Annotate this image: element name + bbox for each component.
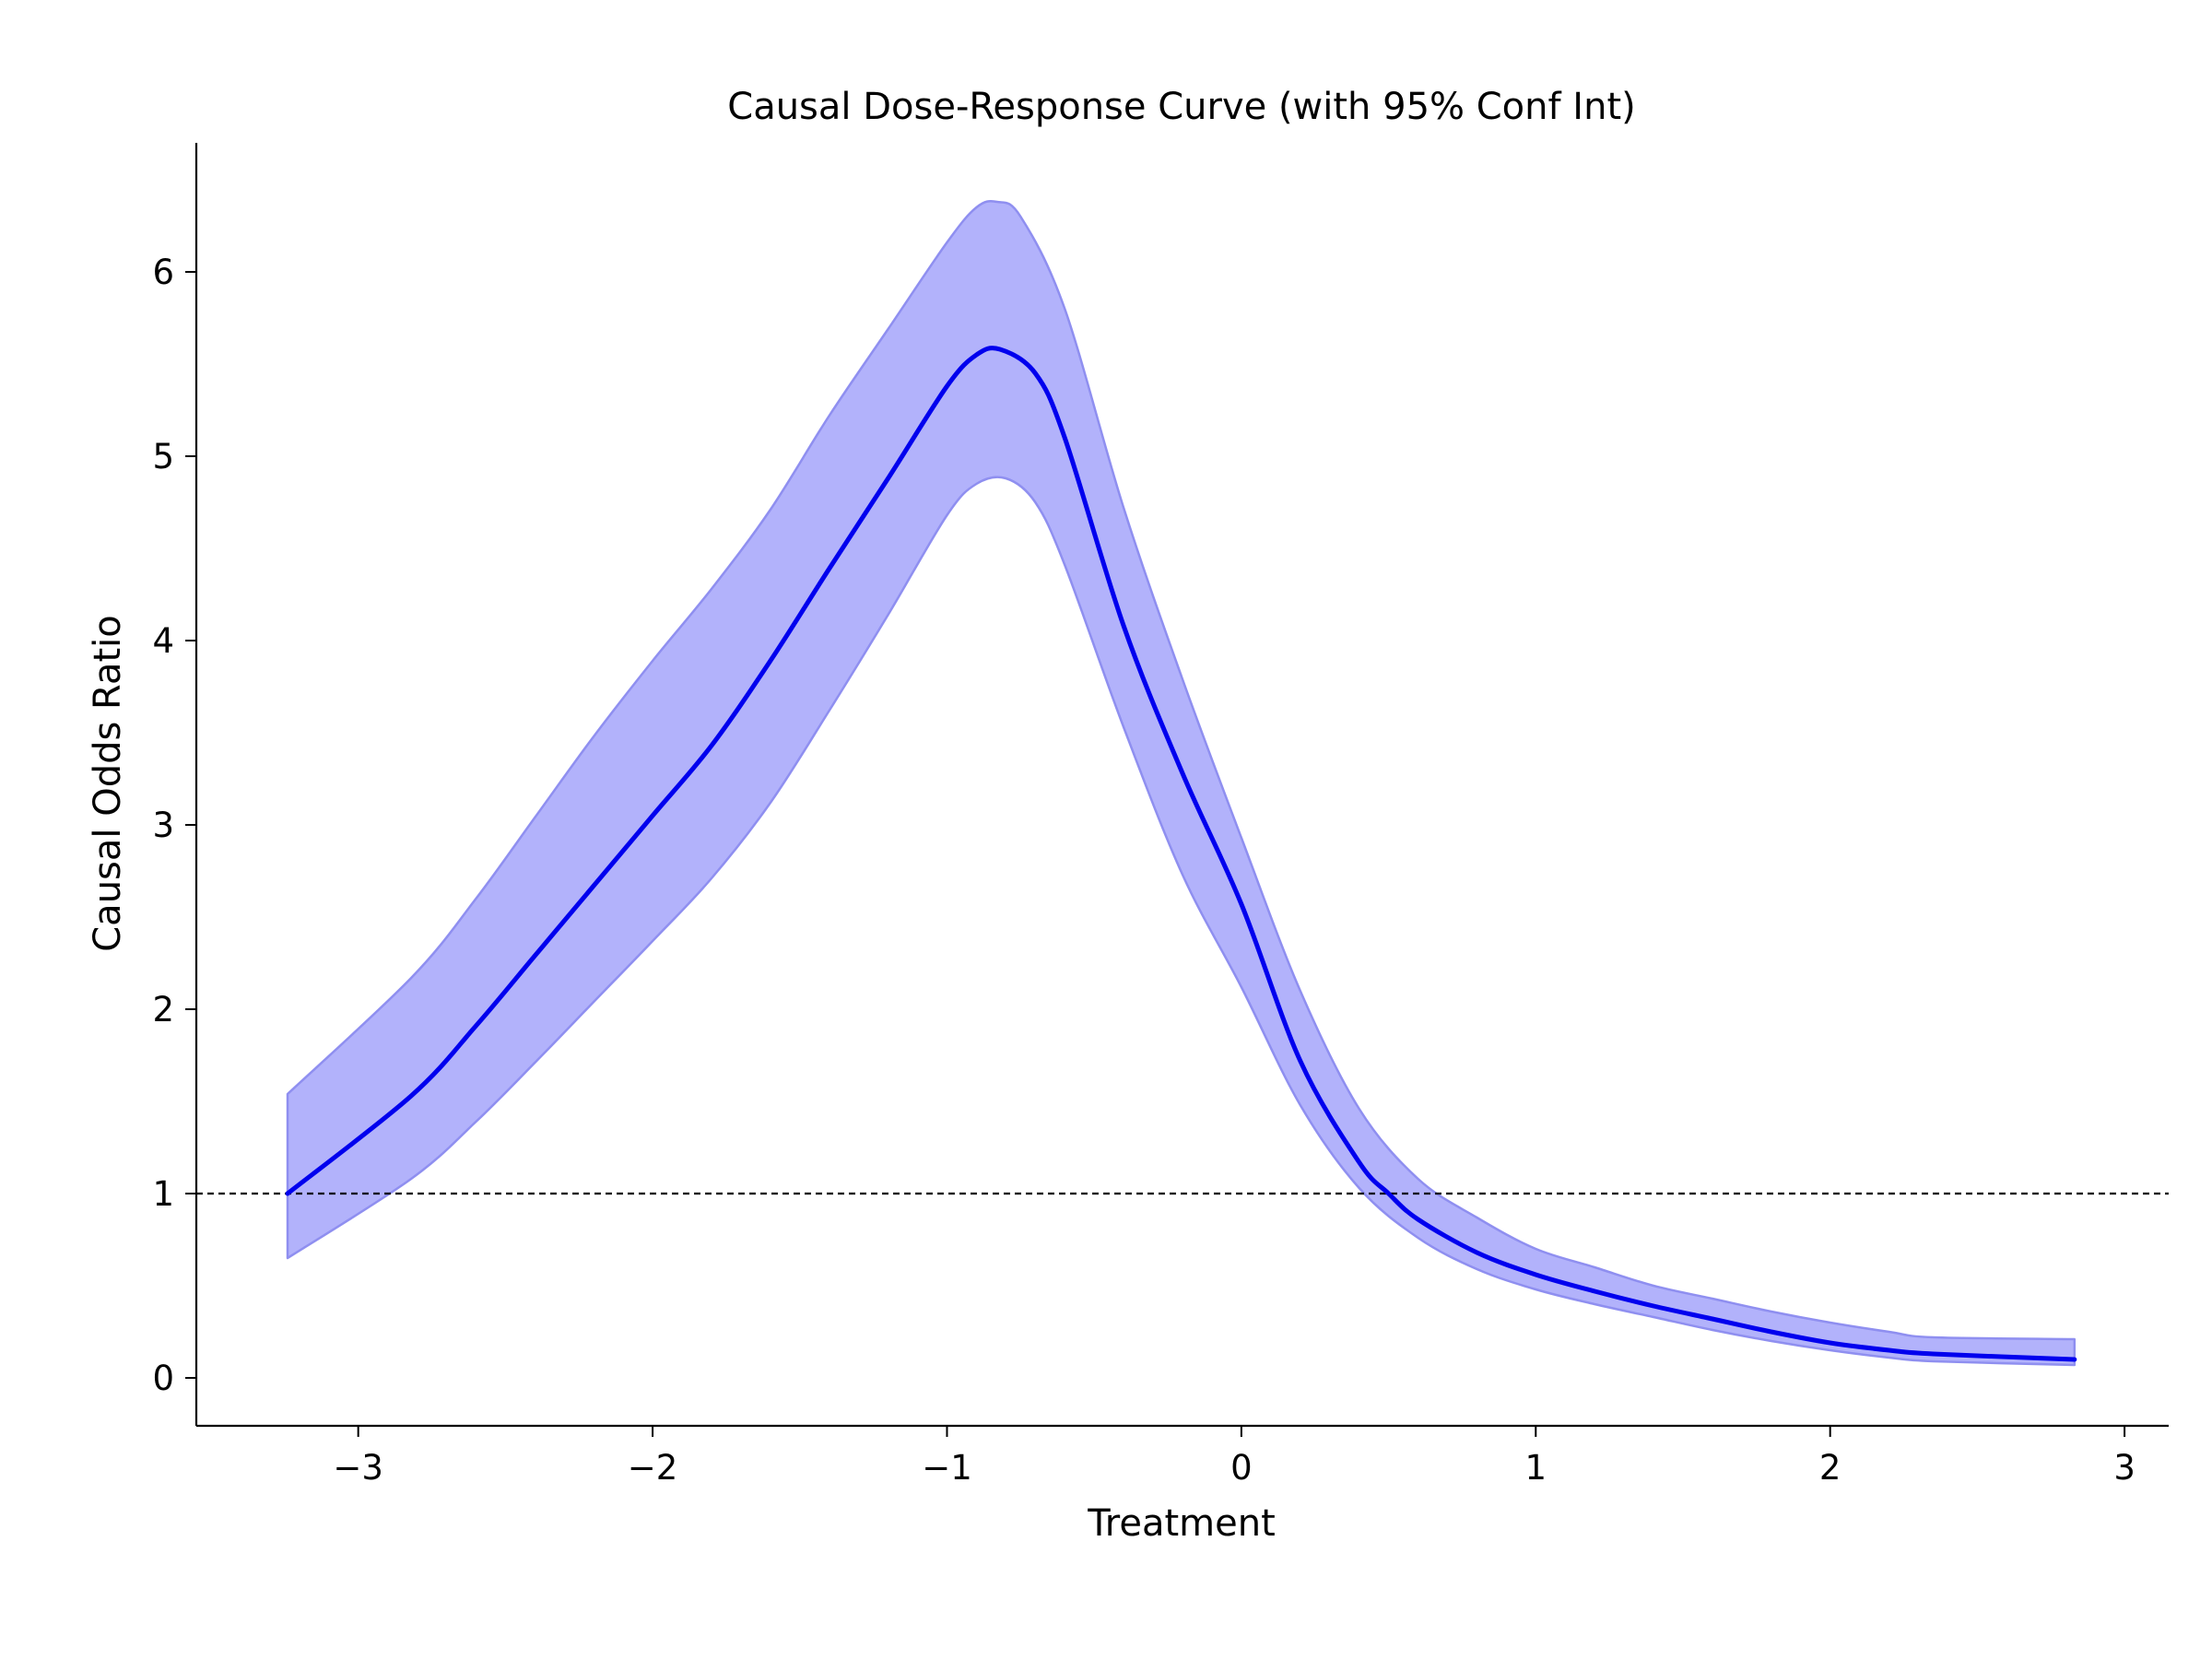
y-tick-label: 1 <box>152 1174 174 1214</box>
y-tick-label: 3 <box>152 806 174 845</box>
x-tick-label: 0 <box>1230 1448 1253 1488</box>
x-axis-label: Treatment <box>1087 1502 1276 1545</box>
x-tick-label: −2 <box>628 1448 678 1488</box>
x-tick-label: −1 <box>922 1448 972 1488</box>
y-tick-label: 0 <box>152 1359 174 1398</box>
x-tick-label: 3 <box>2113 1448 2136 1488</box>
confidence-band <box>286 199 2077 1367</box>
y-tick-label: 5 <box>152 437 174 477</box>
x-tick-label: −3 <box>333 1448 383 1488</box>
y-axis-label: Causal Odds Ratio <box>87 615 129 952</box>
y-tick-label: 2 <box>152 990 174 1030</box>
plot-area <box>196 199 2169 1367</box>
estimate-line <box>285 346 2077 1362</box>
chart-title: Causal Dose-Response Curve (with 95% Con… <box>727 86 1635 128</box>
y-tick-label: 4 <box>152 621 174 661</box>
y-tick-label: 6 <box>152 253 174 292</box>
x-tick-label: 1 <box>1525 1448 1547 1488</box>
x-tick-label: 2 <box>1819 1448 1841 1488</box>
axes: −3 −2 −1 0 1 2 3 0 1 2 3 4 5 6 <box>152 143 2169 1488</box>
